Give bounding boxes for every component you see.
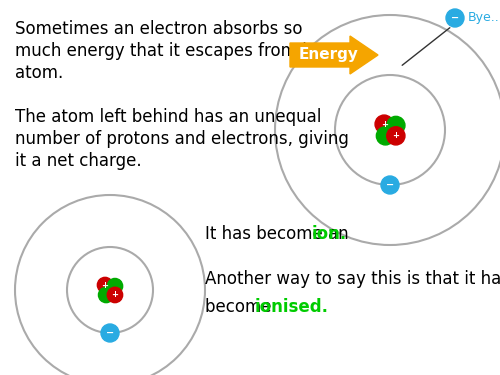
Circle shape bbox=[381, 176, 399, 194]
Circle shape bbox=[98, 278, 113, 293]
Circle shape bbox=[107, 287, 122, 303]
Circle shape bbox=[376, 127, 394, 145]
Circle shape bbox=[446, 9, 464, 27]
Text: The atom left behind has an unequal: The atom left behind has an unequal bbox=[15, 108, 322, 126]
Circle shape bbox=[387, 127, 405, 145]
Text: atom.: atom. bbox=[15, 64, 63, 82]
Text: +: + bbox=[380, 120, 388, 129]
Text: ionised.: ionised. bbox=[255, 298, 329, 316]
Text: −: − bbox=[451, 13, 459, 23]
Circle shape bbox=[387, 116, 405, 135]
Text: It has become an: It has become an bbox=[205, 225, 354, 243]
Text: become: become bbox=[205, 298, 277, 316]
Text: Sometimes an electron absorbs so: Sometimes an electron absorbs so bbox=[15, 20, 302, 38]
Text: it a net charge.: it a net charge. bbox=[15, 152, 142, 170]
Text: −: − bbox=[106, 328, 114, 338]
Text: −: − bbox=[386, 180, 394, 190]
Text: +: + bbox=[112, 291, 118, 300]
Circle shape bbox=[101, 324, 119, 342]
Text: number of protons and electrons, giving: number of protons and electrons, giving bbox=[15, 130, 349, 148]
Circle shape bbox=[107, 279, 122, 294]
Text: ion.: ion. bbox=[312, 225, 347, 243]
Circle shape bbox=[375, 115, 393, 133]
Circle shape bbox=[98, 287, 114, 303]
FancyArrow shape bbox=[290, 36, 378, 74]
Text: +: + bbox=[392, 131, 400, 140]
Text: Energy: Energy bbox=[299, 48, 359, 63]
Text: much energy that it escapes from its: much energy that it escapes from its bbox=[15, 42, 322, 60]
Text: Bye...!: Bye...! bbox=[468, 12, 500, 24]
Text: +: + bbox=[102, 280, 108, 290]
Text: Another way to say this is that it has: Another way to say this is that it has bbox=[205, 270, 500, 288]
